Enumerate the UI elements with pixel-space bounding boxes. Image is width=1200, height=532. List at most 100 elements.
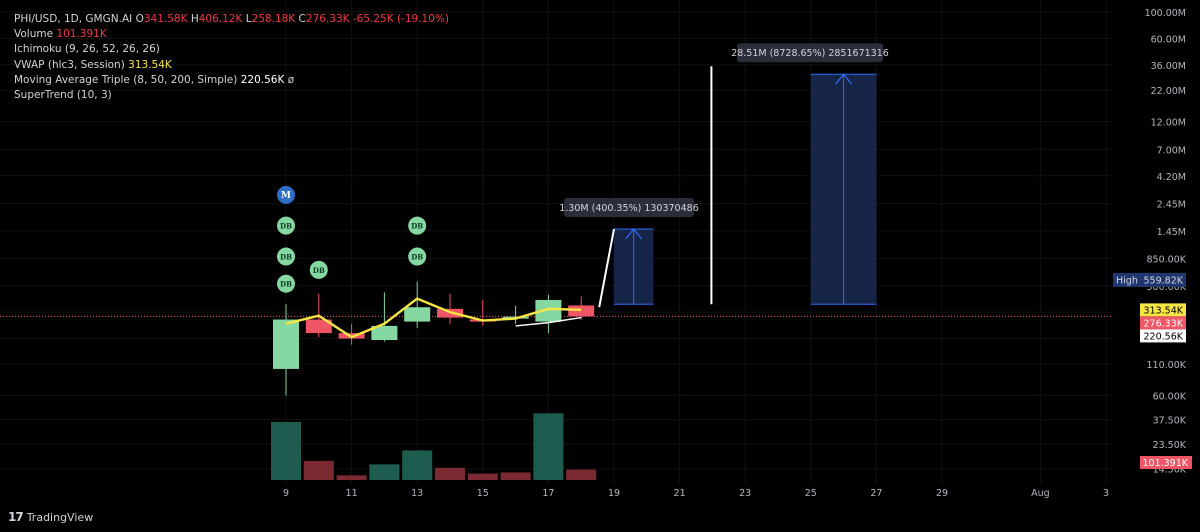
volume-bar [369,464,400,480]
high-tag-bg [1113,272,1186,287]
volume-bar [500,472,531,480]
price-tag-label: 276.33K [1144,318,1184,329]
marker-label: DB [280,253,292,262]
measure-label-box [564,197,694,217]
volume-tag-label: 101.391K [1142,458,1188,469]
tradingview-logo-icon: 17 [8,510,24,524]
volume-indicator-value: 101.391K [56,28,107,41]
marker-m [277,185,295,204]
volume-bar [533,413,564,480]
x-tick-label: Aug [1031,488,1050,499]
symbol-title[interactable]: PHI/USD, 1D, GMGN.AI [14,13,133,25]
y-tick-label: 23.50K [1153,440,1187,451]
measure-tools: 1.30M (400.35%) 130370486 28.51M (8728.65… [0,43,1112,317]
measure-arrow-head [625,228,643,240]
x-tick-label: 9 [283,488,289,499]
tradingview-brand-name: TradingView [26,510,94,524]
candle-body [305,319,332,334]
y-tick-label: 14.50K [1153,465,1187,476]
price-tags: 313.54K 276.33K 220.56K High 559.82K 101.391K [1113,272,1192,469]
marker-db [277,274,295,293]
x-tick-label: 3 [1103,488,1109,499]
high-value: 406.12K [198,13,243,25]
y-tick-label: 850.00K [1147,254,1187,265]
low-value: 258.18K [251,13,296,25]
y-tick-label: 2.45M [1157,200,1186,211]
volume-bar [467,473,498,480]
volume-tag-bg [1140,456,1192,469]
measure-label-box [737,43,883,63]
measure-label: 28.51M (8728.65%) 2851671316 [731,48,889,59]
price-tag-bg [1140,329,1186,343]
y-tick-label: 60.00K [1153,391,1187,402]
candle-body [371,325,398,341]
marker-label: DB [411,222,423,231]
volume-bar [336,475,367,480]
x-tick-label: 17 [542,488,554,499]
ma-triple-symbol: ø [287,73,295,86]
x-tick-label: 23 [739,488,751,499]
close-value: 276.33K [305,13,350,25]
x-axis: 9 11 13 15 17 19 21 23 25 27 29 Aug 3 [283,488,1109,499]
open-value: 341.58K [143,13,188,25]
moving-average-line [285,297,582,339]
measure-arrow-head [835,73,853,85]
high-tag-label: High [1116,275,1138,286]
candle-body [404,307,431,322]
open-key: O [135,13,144,25]
y-tick-label: 60.00M [1151,34,1186,45]
marker-label: DB [313,266,325,275]
y-tick-label: 22.00M [1151,86,1186,97]
marker-label: DB [280,222,292,231]
x-tick-label: 13 [411,488,423,499]
high-key: H [190,13,199,25]
y-tick-label: 37.50K [1153,416,1187,427]
x-tick-label: 29 [936,488,948,499]
price-tag-bg [1140,303,1186,317]
candle-body [568,305,595,317]
trend-line [598,228,615,308]
chart-legend: PHI/USD, 1D, GMGN.AI O341.58K H406.12K L… [14,12,449,103]
y-tick-label: 36.00M [1151,61,1186,72]
measure-label: 1.30M (400.35%) 130370486 [559,203,698,214]
marker-db [309,260,328,279]
marker-db [408,216,427,235]
marker-db [408,247,427,266]
vwap-indicator-value: 313.54K [128,58,172,71]
price-tag-label: 313.54K [1144,305,1184,316]
y-tick-label: 1.45M [1157,227,1186,238]
marker-db [277,247,295,266]
price-tag-label: 220.56K [1144,331,1184,342]
x-tick-label: 21 [674,488,686,499]
high-tag-value: 559.82K [1144,275,1184,286]
marker-label: DB [280,280,292,289]
y-tick-label: 500.00K [1147,282,1187,293]
vwap-indicator-label[interactable]: VWAP (hlc3, Session) [14,58,125,71]
vwap-line [515,316,582,327]
x-tick-label: 19 [608,488,620,499]
x-tick-label: 27 [870,488,882,499]
candle-body [535,299,562,322]
marker-label: DB [411,253,423,262]
price-tag-bg [1140,316,1186,330]
close-key: C [298,13,306,25]
volume-indicator-label[interactable]: Volume [14,28,54,41]
volume-bar [303,460,334,480]
y-tick-label: 4.20M [1157,172,1186,183]
ma-triple-indicator-label[interactable]: Moving Average Triple (8, 50, 200, Simpl… [14,73,238,86]
supertrend-indicator-label[interactable]: SuperTrend (10, 3) [14,89,112,102]
volume-bar [271,422,301,480]
volume-bars [271,413,597,480]
ichimoku-indicator-label[interactable]: Ichimoku (9, 26, 52, 26, 26) [14,43,160,56]
tradingview-brand[interactable]: 17 TradingView [8,510,93,524]
ma-triple-indicator-value: 220.56K [240,73,285,86]
change-value: -65.25K (-19.10%) [352,13,449,25]
candle-body [273,319,299,369]
y-tick-label: 100.00M [1145,8,1186,19]
x-tick-label: 25 [805,488,817,499]
marker-label: M [281,191,291,201]
x-tick-label: 15 [477,488,489,499]
volume-bar [435,467,465,480]
